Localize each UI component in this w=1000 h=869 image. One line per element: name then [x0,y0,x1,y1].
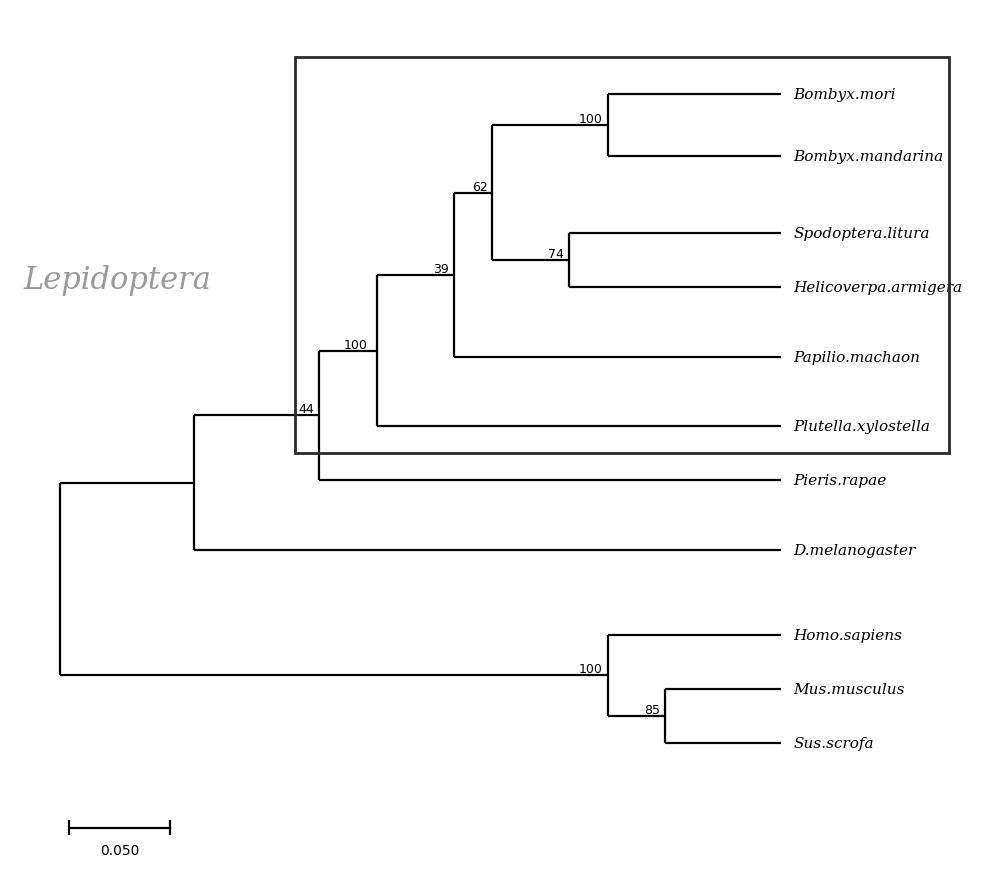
Text: Pieris.rapae: Pieris.rapae [793,474,886,488]
Text: Bombyx.mori: Bombyx.mori [793,89,896,103]
Text: 74: 74 [548,248,564,261]
Text: D.melanogaster: D.melanogaster [793,543,915,557]
Text: Homo.sapiens: Homo.sapiens [793,628,902,642]
Text: 0.050: 0.050 [100,843,139,857]
Text: 62: 62 [472,181,487,194]
Text: Sus.scrofa: Sus.scrofa [793,736,874,750]
Text: 100: 100 [579,113,603,126]
Text: Plutella.xylostella: Plutella.xylostella [793,420,930,434]
Text: Spodoptera.litura: Spodoptera.litura [793,227,930,241]
Text: Mus.musculus: Mus.musculus [793,682,905,696]
Text: Bombyx.mandarina: Bombyx.mandarina [793,150,943,164]
Text: Lepidoptera: Lepidoptera [23,265,211,295]
Text: 85: 85 [645,703,661,716]
Text: 100: 100 [343,338,367,351]
Text: Papilio.machaon: Papilio.machaon [793,350,920,364]
Text: Helicoverpa.armigera: Helicoverpa.armigera [793,281,962,295]
Text: 44: 44 [299,403,314,416]
Bar [295,58,949,454]
Text: 39: 39 [433,262,449,275]
Text: 100: 100 [579,662,603,675]
